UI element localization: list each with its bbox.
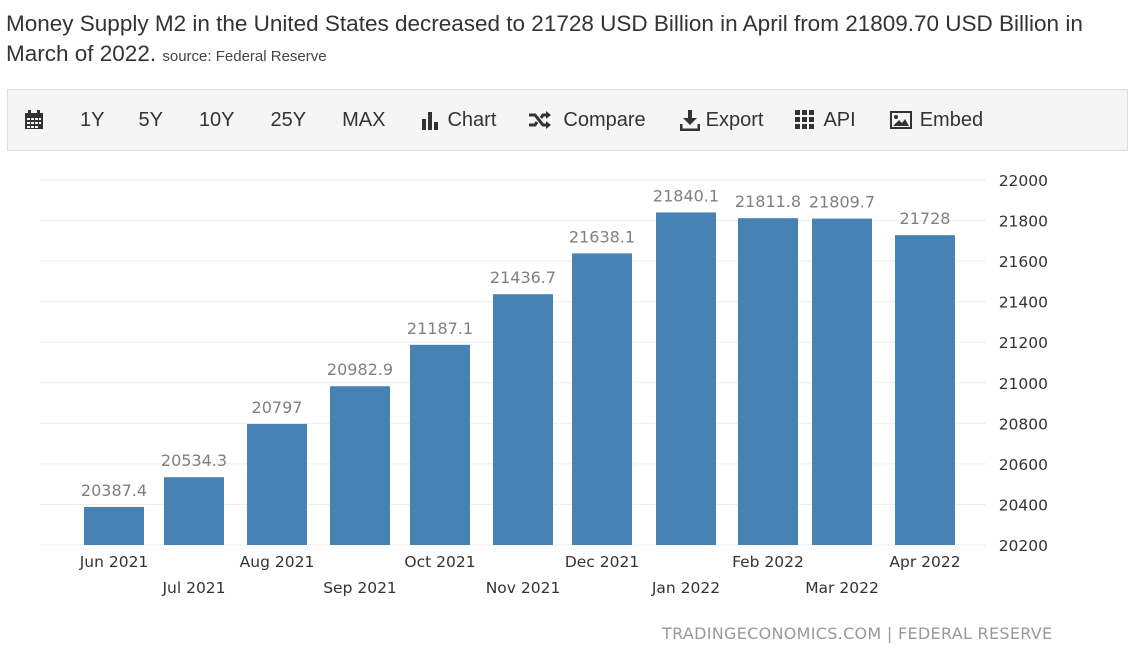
export-button-label: Export <box>705 108 764 131</box>
bar-value-label: 21811.8 <box>735 192 801 211</box>
x-tick-label: Oct 2021 <box>404 553 475 571</box>
bar <box>330 386 390 545</box>
compare-button[interactable]: Compare <box>528 108 646 132</box>
y-tick-label: 21600 <box>999 253 1048 271</box>
footer-attribution: TRADINGECONOMICS.COM | FEDERAL RESERVE <box>662 624 1053 643</box>
x-tick-label: Mar 2022 <box>805 579 879 597</box>
y-tick-label: 20400 <box>999 496 1048 514</box>
y-tick-label: 20600 <box>999 456 1048 474</box>
bar-value-label: 20982.9 <box>327 360 393 379</box>
chart-area: 20200 20400 20600 20800 21000 21200 21400 21600… <box>0 160 1138 653</box>
x-tick-label: Dec 2021 <box>565 553 639 571</box>
grid-icon <box>795 110 815 129</box>
y-tick-label: 21200 <box>999 334 1048 352</box>
x-tick-label: Jan 2022 <box>651 579 720 597</box>
bar <box>410 344 470 545</box>
x-tick-label: Jun 2021 <box>79 553 149 571</box>
export-button[interactable]: Export <box>679 108 764 132</box>
x-tick-label: Jul 2021 <box>161 579 225 597</box>
bar-value-label: 21187.1 <box>407 319 473 338</box>
bar <box>656 212 716 545</box>
calendar-icon[interactable] <box>24 110 44 130</box>
bar <box>572 253 632 545</box>
bar <box>895 235 955 545</box>
image-icon <box>889 111 912 129</box>
y-tick-label: 21000 <box>999 375 1048 393</box>
bar-value-label: 21728 <box>900 209 951 228</box>
range-5y-button[interactable]: 5Y <box>138 108 163 131</box>
y-tick-label: 20200 <box>999 537 1048 555</box>
chart-button[interactable]: Chart <box>421 109 496 132</box>
bar-value-label: 21840.1 <box>653 186 719 205</box>
range-max-button[interactable]: MAX <box>342 108 386 131</box>
bar-value-label: 20797 <box>252 398 303 417</box>
bar <box>812 218 872 545</box>
shuffle-icon <box>529 111 552 129</box>
y-tick-label: 22000 <box>999 172 1048 190</box>
api-button-label: API <box>823 108 856 131</box>
api-button[interactable]: API <box>795 108 856 132</box>
range-1y-button[interactable]: 1Y <box>80 108 105 131</box>
embed-button-label: Embed <box>919 108 984 131</box>
headline-source: source: Federal Reserve <box>162 48 327 65</box>
bar-value-label: 21638.1 <box>569 227 635 246</box>
bar-value-label: 21809.7 <box>809 193 875 212</box>
bar <box>738 218 798 545</box>
y-tick-label: 21400 <box>999 294 1048 312</box>
bar <box>164 477 224 545</box>
x-tick-label: Apr 2022 <box>889 553 960 571</box>
bar-chart-icon <box>422 112 439 130</box>
range-10y-button[interactable]: 10Y <box>198 108 235 131</box>
compare-button-label: Compare <box>563 108 646 131</box>
bar-chart: 20200 20400 20600 20800 21000 21200 21400 21600… <box>40 172 1048 597</box>
headline: Money Supply M2 in the United States dec… <box>6 9 1134 72</box>
chart-button-label: Chart <box>447 108 497 131</box>
bar-value-label: 20534.3 <box>161 451 227 470</box>
x-tick-label: Aug 2021 <box>240 553 315 571</box>
bar-value-label: 20387.4 <box>81 481 147 500</box>
x-tick-label: Nov 2021 <box>486 579 561 597</box>
range-25y-button[interactable]: 25Y <box>270 108 307 131</box>
x-tick-label: Sep 2021 <box>323 579 397 597</box>
toolbar: 1Y 5Y 10Y 25Y MAX Chart Compare Export A… <box>7 89 1128 151</box>
y-tick-label: 21800 <box>999 213 1048 231</box>
y-tick-label: 20800 <box>999 415 1048 433</box>
x-tick-label: Feb 2022 <box>732 553 804 571</box>
bar <box>493 294 553 545</box>
bar <box>247 423 307 545</box>
headline-text: Money Supply M2 in the United States dec… <box>6 11 1083 66</box>
download-icon <box>679 110 700 131</box>
bar-value-label: 21436.7 <box>490 268 556 287</box>
embed-button[interactable]: Embed <box>889 108 984 132</box>
bar <box>84 506 144 545</box>
